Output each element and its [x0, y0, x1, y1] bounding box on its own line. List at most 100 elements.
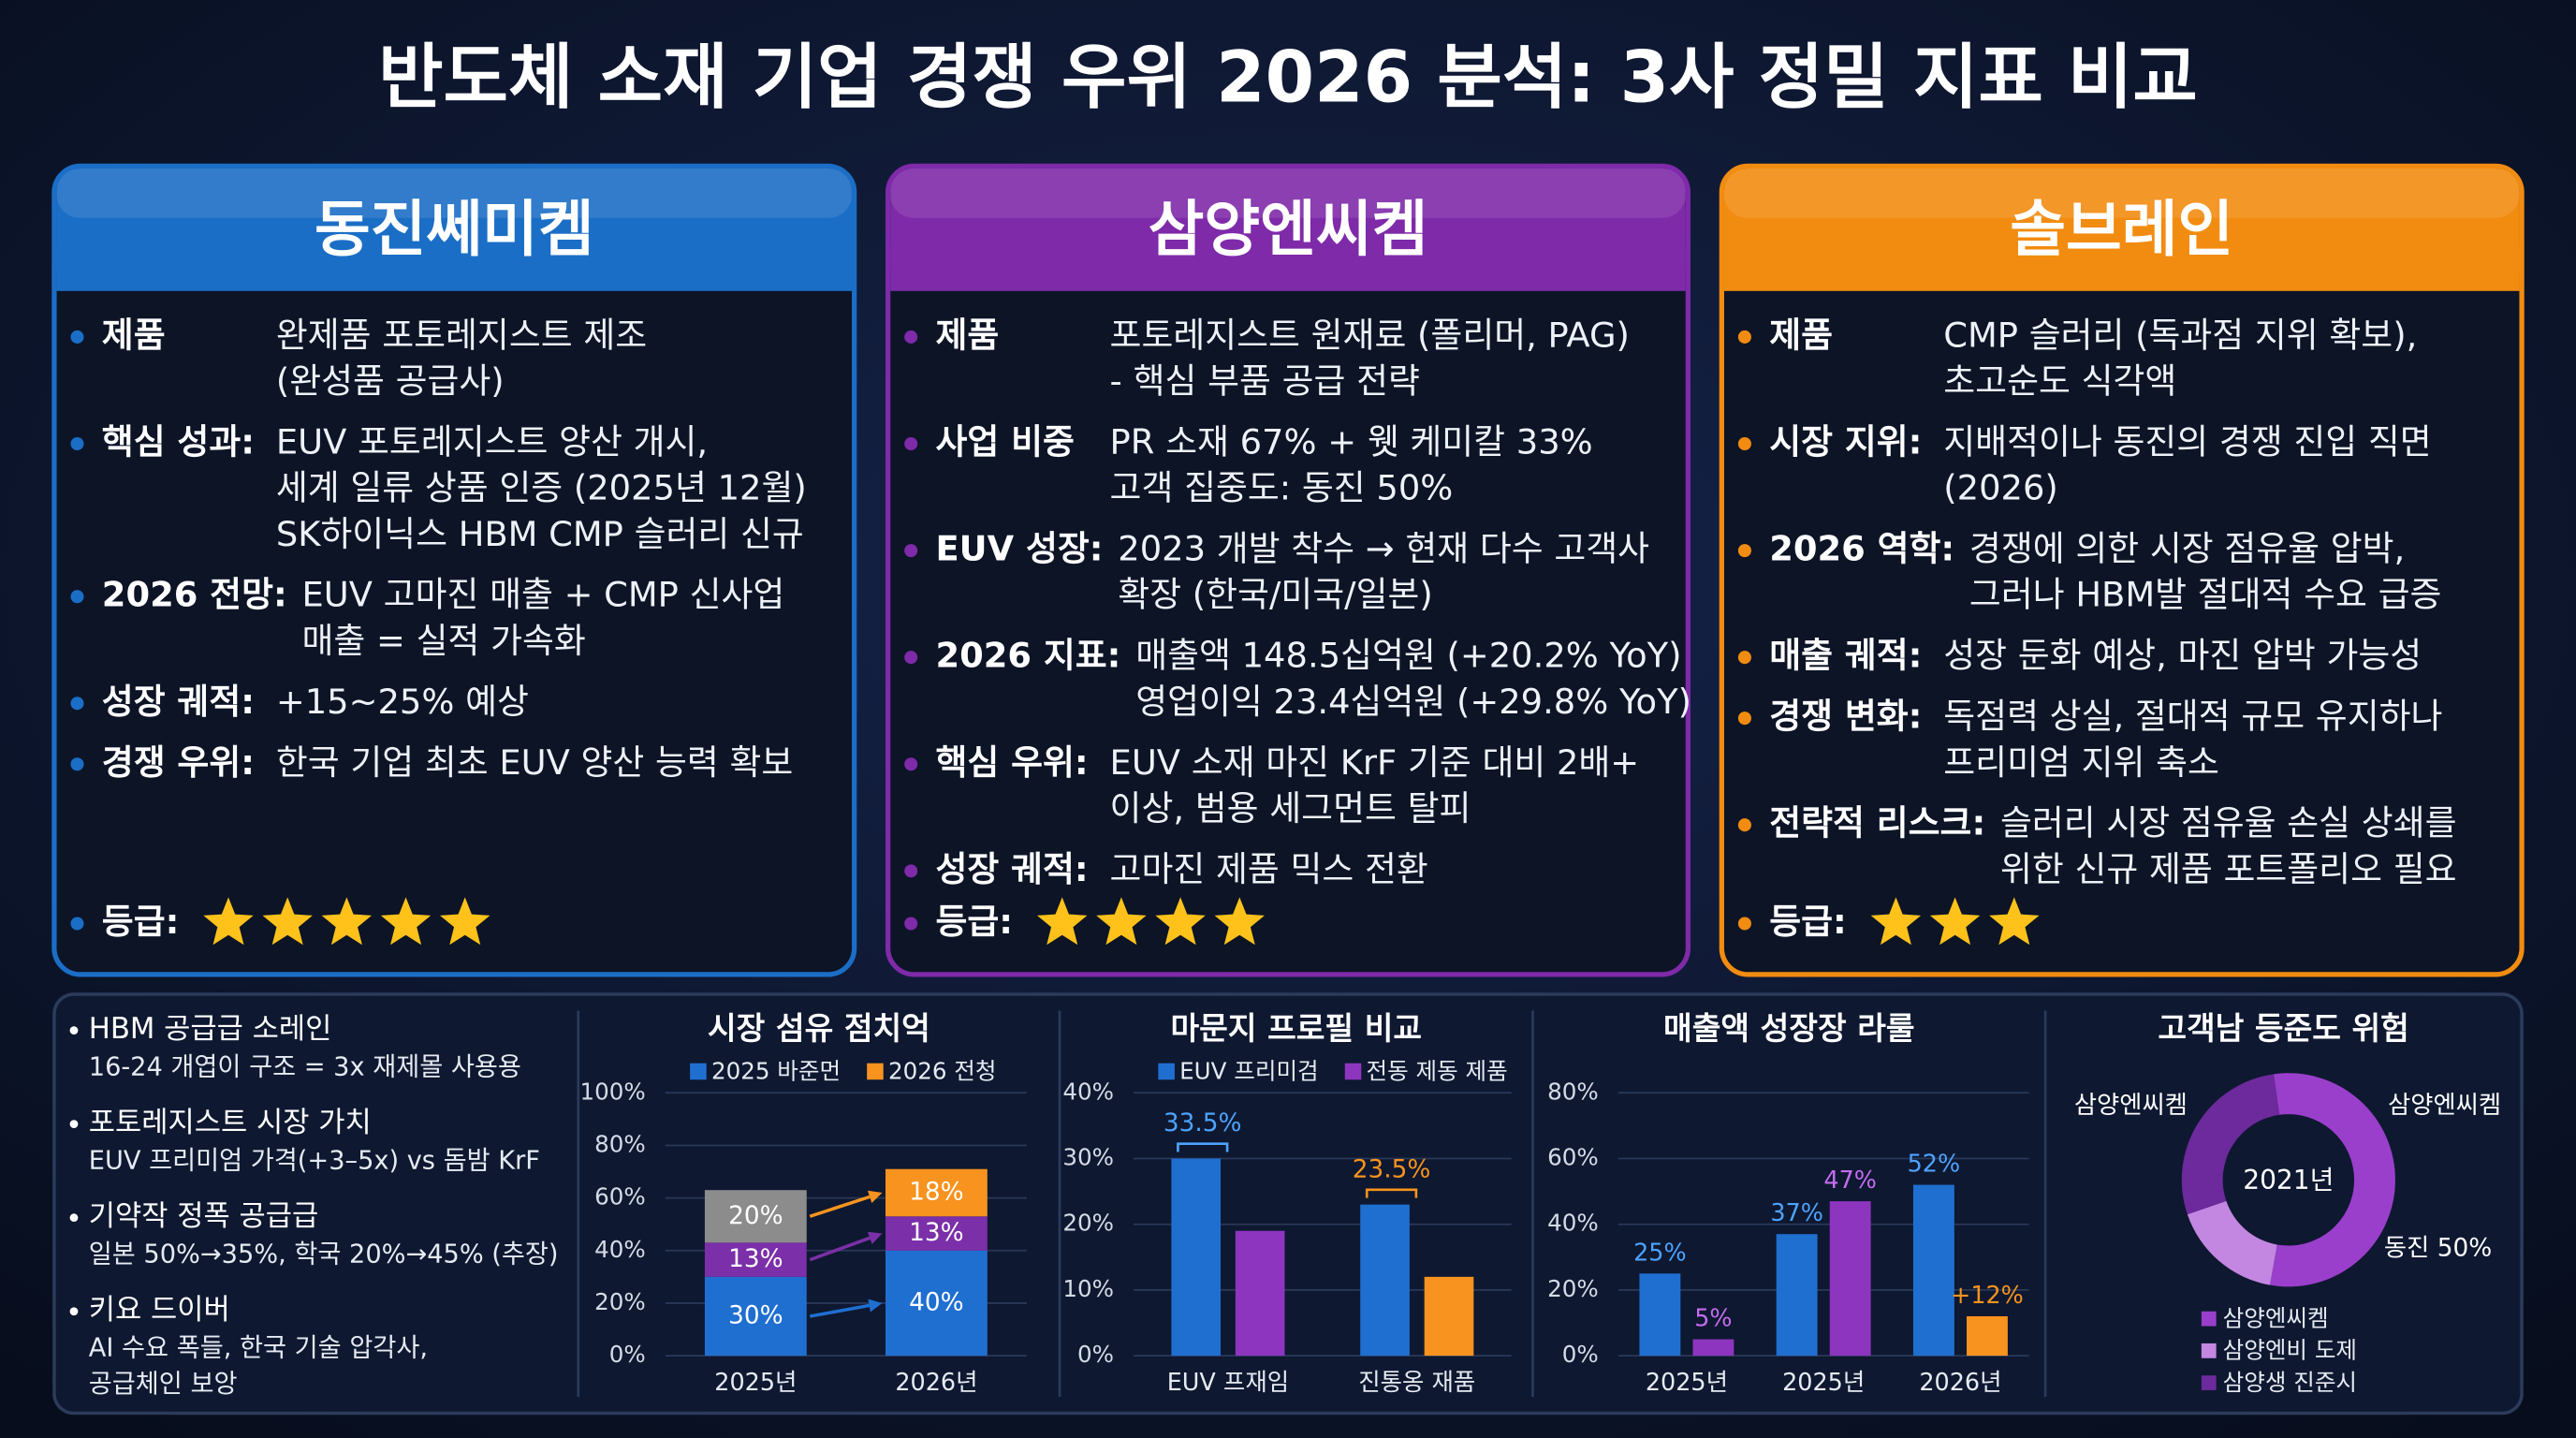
bullet — [904, 757, 918, 771]
bar — [1360, 1204, 1410, 1357]
card-header — [890, 246, 1686, 291]
note-line: 일본 50%→35%, 학국 20%→45% (추장) — [89, 1240, 559, 1269]
item-label: 성장 궤적: — [936, 849, 1089, 889]
item-value: 슬러리 시장 점유율 손실 상쇄를 — [2000, 803, 2456, 844]
bullet — [1737, 437, 1751, 451]
item-value: 매출액 148.5십억원 (+20.2% YoY) — [1135, 636, 1681, 676]
item-value: CMP 슬러리 (독과점 지위 확보), — [1943, 315, 2417, 355]
bar-segment — [704, 1190, 807, 1243]
bar — [1424, 1276, 1474, 1357]
item-label: 제품 — [936, 315, 1000, 355]
value-label: 52% — [1908, 1150, 1961, 1178]
item-value: 영업이익 23.4십억원 (+29.8% YoY) — [1135, 682, 1691, 722]
bullet — [70, 917, 84, 931]
rating-star — [1214, 897, 1265, 946]
bar-segment — [886, 1168, 988, 1217]
trend-arrow-head — [868, 1299, 883, 1313]
trend-arrow-head — [867, 1190, 883, 1204]
item-value: - 핵심 부품 공급 전략 — [1110, 361, 1420, 402]
trend-arrow — [809, 1195, 871, 1218]
item-value: PR 소재 67% + 웻 케미칼 33% — [1110, 422, 1593, 462]
rating-star — [1870, 897, 1922, 946]
bullet — [70, 437, 84, 451]
y-tick-label: 0% — [1562, 1341, 1599, 1368]
rating-star — [1929, 897, 1981, 946]
legend-label: EUV 프리미검 — [1179, 1057, 1319, 1084]
item-value: EUV 포토레지스트 양산 개시, — [276, 422, 708, 462]
rating-label: 등급: — [1769, 902, 1847, 942]
bullet — [1737, 917, 1751, 931]
bar — [1912, 1184, 1954, 1357]
item-value: 매출 = 실적 가속화 — [302, 621, 586, 661]
value-label: +12% — [1951, 1281, 2024, 1309]
bullet — [904, 544, 918, 558]
bullet — [904, 651, 918, 665]
page-title: 반도체 소재 기업 경쟁 우위 2026 분석: 3사 정밀 지표 비교 — [378, 36, 2198, 118]
bar — [1967, 1315, 2008, 1357]
chart-title: 시장 섬유 점치억 — [708, 1010, 930, 1047]
item-value: EUV 소재 마진 KrF 기준 대비 2배+ — [1110, 742, 1640, 783]
chart-title: 매출액 성장장 라룰 — [1663, 1010, 1915, 1047]
x-tick-label: EUV 프재임 — [1167, 1368, 1289, 1396]
x-tick-label: 2026년 — [895, 1368, 977, 1396]
bar — [1171, 1158, 1222, 1357]
note-line: EUV 프리미엄 가격(+3–5x) vs 돔밤 KrF — [89, 1147, 540, 1176]
note-bullet — [69, 1120, 79, 1129]
item-value: 독점력 상실, 절대적 규모 유지하나 — [1943, 697, 2442, 737]
card — [1719, 163, 2525, 977]
bar — [1776, 1234, 1818, 1357]
legend-swatch — [2201, 1375, 2217, 1390]
item-value: 확장 (한국/미국/일본) — [1118, 575, 1432, 615]
rating-star — [203, 897, 254, 946]
value-label: 37% — [1770, 1198, 1823, 1226]
segment-label: 13% — [909, 1219, 963, 1247]
bar — [1829, 1201, 1871, 1357]
note-heading: 기약작 정폭 공급급 — [89, 1199, 318, 1233]
legend-label: 2025 바준먼 — [711, 1057, 841, 1084]
card-header-gloss — [1723, 169, 2520, 218]
legend-label: 삼양엔씨켐 — [2223, 1304, 2329, 1331]
item-value: 포토레지스트 원재료 (폴리머, PAG) — [1110, 315, 1630, 355]
item-label: 2026 지표: — [936, 636, 1121, 676]
bullet — [904, 330, 918, 344]
y-tick-label: 20% — [1547, 1275, 1599, 1302]
value-label: 5% — [1694, 1303, 1732, 1331]
item-value: 초고순도 식각액 — [1943, 361, 2176, 402]
y-tick-label: 60% — [1547, 1143, 1599, 1170]
annotation: 33.5% — [1164, 1109, 1242, 1137]
bar-segment — [886, 1250, 988, 1357]
trend-arrow — [809, 1303, 870, 1318]
item-label: 제품 — [102, 315, 166, 355]
item-value: 이상, 범용 세그먼트 탈피 — [1110, 788, 1471, 829]
bullet — [70, 697, 84, 711]
y-tick-label: 0% — [609, 1341, 646, 1368]
donut-annotation: 삼양엔씨켐 — [2388, 1092, 2501, 1120]
segment-label: 13% — [728, 1245, 783, 1273]
donut-annotation: 삼양엔씨켐 — [2074, 1092, 2188, 1120]
bar-segment — [704, 1242, 807, 1277]
bullet — [1737, 330, 1751, 344]
annotation-bracket — [1365, 1188, 1418, 1198]
card-header — [1723, 246, 2520, 291]
bullet — [1737, 712, 1751, 726]
donut-center-label: 2021년 — [2243, 1165, 2334, 1196]
donut-slice — [2181, 1074, 2280, 1215]
y-tick-label: 20% — [1062, 1210, 1114, 1237]
item-label: 성장 궤적: — [102, 682, 255, 722]
item-value: 2023 개발 착수 → 현재 다수 고객사 — [1118, 529, 1649, 569]
segment-label: 30% — [728, 1301, 783, 1329]
item-value: 성장 둔화 예상, 마진 압박 가능성 — [1943, 636, 2422, 676]
annotation-bracket — [1177, 1142, 1229, 1152]
x-tick-label: 2025년 — [714, 1368, 797, 1396]
y-tick-label: 30% — [1062, 1143, 1114, 1170]
card-title: 삼양엔씨켐 — [1149, 195, 1428, 265]
rating-star — [380, 897, 432, 946]
rating-label: 등급: — [102, 902, 180, 942]
card-header-gloss — [890, 169, 1686, 218]
item-label: EUV 성장: — [936, 529, 1104, 569]
item-value: 경쟁에 의한 시장 점유율 압박, — [1969, 529, 2405, 569]
item-value: 프리미엄 지위 축소 — [1943, 742, 2219, 783]
x-tick-label: 2026년 — [1919, 1368, 2001, 1396]
